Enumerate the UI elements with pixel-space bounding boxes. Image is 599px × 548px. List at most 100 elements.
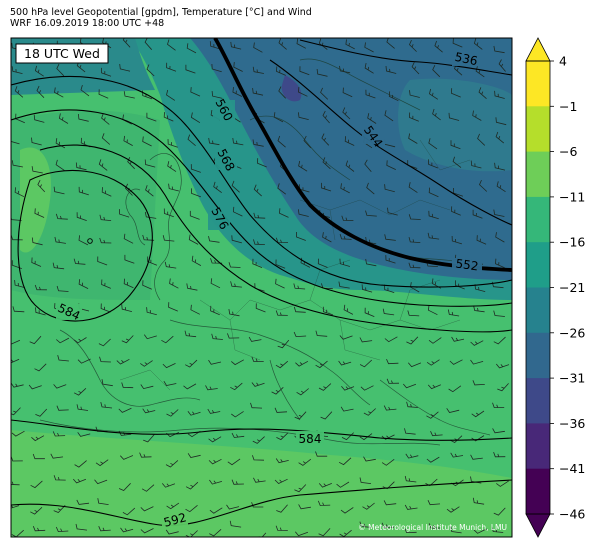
wind-barb xyxy=(57,354,69,362)
wind-barb xyxy=(274,407,288,413)
wind-barb xyxy=(166,409,179,417)
wind-barb xyxy=(11,260,22,269)
wind-barb xyxy=(168,302,178,312)
wind-barb xyxy=(252,88,264,96)
colorbar-tick-label: −26 xyxy=(559,325,585,340)
wind-barb xyxy=(228,309,240,317)
wind-barb xyxy=(365,258,377,267)
wind-barb xyxy=(340,183,350,194)
wind-barb xyxy=(365,89,376,99)
wind-barb xyxy=(275,360,289,369)
wind-barb xyxy=(341,386,355,391)
wind-barb xyxy=(408,214,421,220)
wind-barb xyxy=(321,133,330,146)
wind-barb xyxy=(338,281,350,289)
wind-barb xyxy=(296,38,306,49)
wind-barb xyxy=(315,451,328,457)
wind-barb xyxy=(492,402,505,408)
wind-barb xyxy=(142,408,156,414)
wind-barb xyxy=(73,337,87,344)
colorbar-segments xyxy=(526,61,550,515)
wind-barb xyxy=(100,303,111,313)
wind-barb xyxy=(384,110,394,122)
colorbar-tick-label: −16 xyxy=(559,235,585,250)
wind-barb xyxy=(298,209,309,217)
contour-label-536: 536 xyxy=(454,50,479,68)
wind-barb xyxy=(452,38,463,48)
wind-barb xyxy=(386,378,400,384)
wind-barb xyxy=(76,404,89,411)
wind-barb xyxy=(36,85,45,98)
wind-barb xyxy=(77,358,91,364)
wind-barb xyxy=(99,356,111,363)
colorbar-tick-label: −6 xyxy=(559,144,577,159)
wind-barb xyxy=(342,87,353,98)
wind-barb xyxy=(32,453,45,460)
wind-barb xyxy=(98,89,109,99)
wind-barb xyxy=(228,262,241,268)
wind-barb xyxy=(493,336,506,345)
wind-barb xyxy=(162,235,175,242)
wind-barb xyxy=(75,162,87,171)
wind-barb xyxy=(98,338,111,347)
wind-barb xyxy=(430,431,443,437)
colorbar-tick-label: −11 xyxy=(559,189,585,204)
wind-barb xyxy=(320,411,333,420)
wind-barb xyxy=(140,384,154,390)
temperature-field-west xyxy=(11,110,160,300)
wind-barb xyxy=(35,307,46,316)
temperature-field-blue-patch xyxy=(398,78,512,172)
wind-barb xyxy=(253,477,266,483)
wind-barb xyxy=(428,337,442,344)
wind-barb xyxy=(97,256,108,266)
wind-barb xyxy=(146,112,157,122)
wind-barb xyxy=(122,507,136,516)
wind-barb xyxy=(381,522,395,528)
wind-barb xyxy=(473,38,483,50)
wind-barb xyxy=(101,279,111,289)
wind-barb xyxy=(190,112,201,124)
colorbar-tick-label: −41 xyxy=(559,461,585,476)
wind-barb xyxy=(56,337,70,344)
wind-barb xyxy=(209,507,223,514)
contour-label-bg-584b xyxy=(296,431,324,445)
wind-barb xyxy=(12,306,25,313)
wind-barb xyxy=(123,135,133,146)
wind-barb xyxy=(189,210,200,220)
wind-barb xyxy=(359,477,372,484)
wind-barb xyxy=(478,87,487,100)
colorbar-tick-label: −46 xyxy=(559,507,585,522)
wind-barb xyxy=(471,435,485,442)
wind-barb xyxy=(163,380,177,386)
colorbar-segment xyxy=(526,378,550,424)
contour-552-thick xyxy=(213,38,512,272)
wind-barb xyxy=(408,133,418,144)
wind-barb xyxy=(167,39,176,51)
wind-barb xyxy=(293,306,306,313)
wind-barb xyxy=(448,112,460,121)
wind-barb xyxy=(185,481,199,490)
wind-barb xyxy=(144,211,157,219)
wind-barb xyxy=(50,453,64,459)
wind-barb xyxy=(144,38,153,50)
wind-barb xyxy=(322,157,331,170)
time-badge-box xyxy=(15,43,109,64)
wind-barb xyxy=(55,213,68,220)
contour-label-bg-552 xyxy=(452,258,482,272)
wind-barb xyxy=(359,337,373,343)
wind-barb xyxy=(143,334,157,340)
wind-barb xyxy=(339,233,352,240)
wind-barb xyxy=(31,237,43,246)
wind-barb xyxy=(427,384,441,390)
wind-barb xyxy=(210,258,223,264)
wind-barb xyxy=(231,180,240,193)
wind-barb xyxy=(207,408,221,414)
wind-barb xyxy=(11,339,21,345)
wind-barb xyxy=(318,483,332,488)
wind-barb xyxy=(408,182,418,193)
wind-barb xyxy=(251,502,264,508)
wind-barb xyxy=(231,235,243,244)
wind-barb xyxy=(494,90,505,99)
wind-barb xyxy=(208,458,222,465)
wind-barb xyxy=(208,236,220,243)
